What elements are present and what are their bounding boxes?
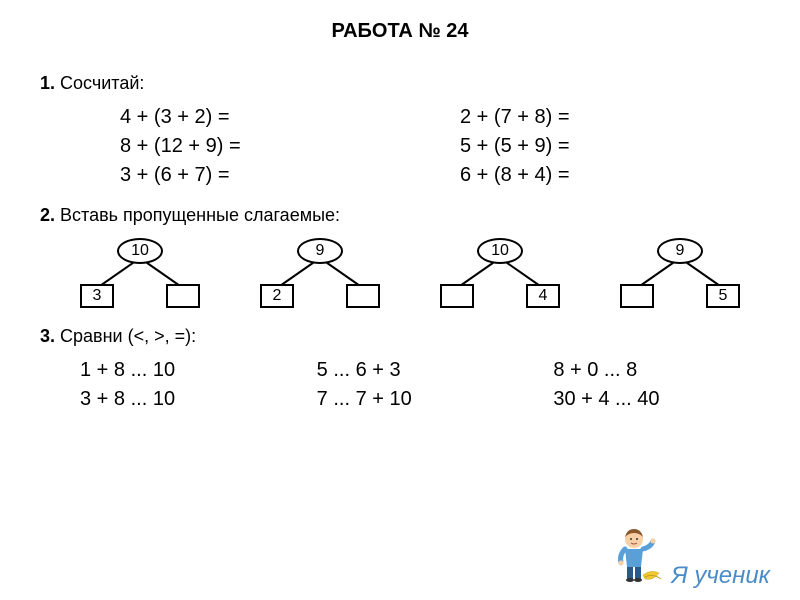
eq-left-2: 3 + (6 + 7) = <box>120 164 420 187</box>
task2-label: Вставь пропущенные слагаемые: <box>60 205 340 225</box>
bond-0-left: 3 <box>80 284 114 308</box>
cmp-0-2: 8 + 0 ... 8 <box>553 359 760 382</box>
bond-0: 10 3 <box>80 238 200 308</box>
task2-heading: 2. Вставь пропущенные слагаемые: <box>40 205 760 226</box>
cmp-0-1: 5 ... 6 + 3 <box>317 359 524 382</box>
cmp-1-2: 30 + 4 ... 40 <box>553 388 760 411</box>
bond-1-left: 2 <box>260 284 294 308</box>
bond-3-left <box>620 284 654 308</box>
student-icon <box>613 525 663 590</box>
bond-1: 9 2 <box>260 238 380 308</box>
task2-num: 2. <box>40 205 55 225</box>
task1-label: Сосчитай: <box>60 73 144 93</box>
task3-heading: 3. Сравни (<, >, =): <box>40 326 760 347</box>
bond-3-right: 5 <box>706 284 740 308</box>
eq-right-0: 2 + (7 + 8) = <box>460 106 760 129</box>
bonds-row: 10 3 9 2 10 4 9 5 <box>40 238 760 308</box>
task1-equations: 4 + (3 + 2) = 2 + (7 + 8) = 8 + (12 + 9)… <box>40 106 760 187</box>
bond-0-right <box>166 284 200 308</box>
bond-0-top: 10 <box>117 238 163 264</box>
task3-grid: 1 + 8 ... 10 5 ... 6 + 3 8 + 0 ... 8 3 +… <box>40 359 760 411</box>
eq-right-1: 5 + (5 + 9) = <box>460 135 760 158</box>
footer-text: Я ученик <box>671 562 770 590</box>
task1-num: 1. <box>40 73 55 93</box>
bond-2-top: 10 <box>477 238 523 264</box>
cmp-1-0: 3 + 8 ... 10 <box>80 388 287 411</box>
bond-2: 10 4 <box>440 238 560 308</box>
bond-1-right <box>346 284 380 308</box>
task1-heading: 1. Сосчитай: <box>40 73 760 94</box>
cmp-1-1: 7 ... 7 + 10 <box>317 388 524 411</box>
eq-right-2: 6 + (8 + 4) = <box>460 164 760 187</box>
bond-3-top: 9 <box>657 238 703 264</box>
eq-left-0: 4 + (3 + 2) = <box>120 106 420 129</box>
bond-1-top: 9 <box>297 238 343 264</box>
bond-2-right: 4 <box>526 284 560 308</box>
task3-num: 3. <box>40 326 55 346</box>
task3-label: Сравни (<, >, =): <box>60 326 196 346</box>
page-title: РАБОТА № 24 <box>40 20 760 43</box>
eq-left-1: 8 + (12 + 9) = <box>120 135 420 158</box>
footer: Я ученик <box>613 525 770 590</box>
cmp-0-0: 1 + 8 ... 10 <box>80 359 287 382</box>
bond-2-left <box>440 284 474 308</box>
bond-3: 9 5 <box>620 238 740 308</box>
